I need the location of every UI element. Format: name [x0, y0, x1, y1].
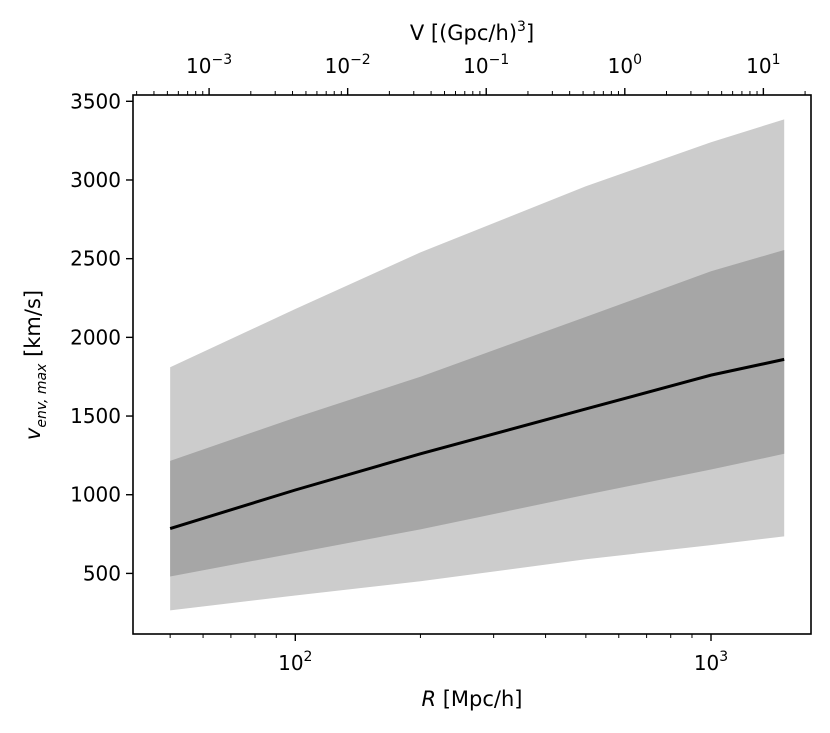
- x-axis-ticks: 102 103: [169, 634, 728, 675]
- y-tick-label: 3000: [70, 168, 121, 192]
- median-line-group: [169, 357, 785, 530]
- y-axis-ticks: 500 1000 1500 2000 2500 3000 3500: [70, 89, 133, 585]
- x-tick-label: 102: [278, 649, 312, 675]
- top-tick-label: 100: [608, 52, 642, 78]
- median-line: [169, 357, 785, 530]
- plot-frame: [132, 94, 812, 635]
- x-axis-label: R [Mpc/h]: [421, 687, 522, 711]
- y-tick-label: 2000: [70, 325, 121, 349]
- band-1sigma: [170, 250, 785, 577]
- confidence-bands: [170, 119, 785, 611]
- y-tick-label: 500: [83, 561, 121, 585]
- x-tick-label: 103: [694, 649, 728, 675]
- y-tick-label: 1000: [70, 483, 121, 507]
- top-tick-label: 10−2: [325, 52, 371, 78]
- y-tick-label: 2500: [70, 247, 121, 271]
- top-tick-label: 10−1: [463, 52, 509, 78]
- y-tick-label: 1500: [70, 404, 121, 428]
- y-axis-label: venv, max [km/s]: [21, 290, 50, 440]
- top-axis-ticks: 10−3 10−2 10−1 100 101: [136, 52, 806, 95]
- top-tick-label: 10−3: [186, 52, 232, 78]
- top-tick-label: 101: [746, 52, 780, 78]
- top-axis-label: V [(Gpc/h)3]: [410, 19, 534, 45]
- y-tick-label: 3500: [70, 89, 121, 113]
